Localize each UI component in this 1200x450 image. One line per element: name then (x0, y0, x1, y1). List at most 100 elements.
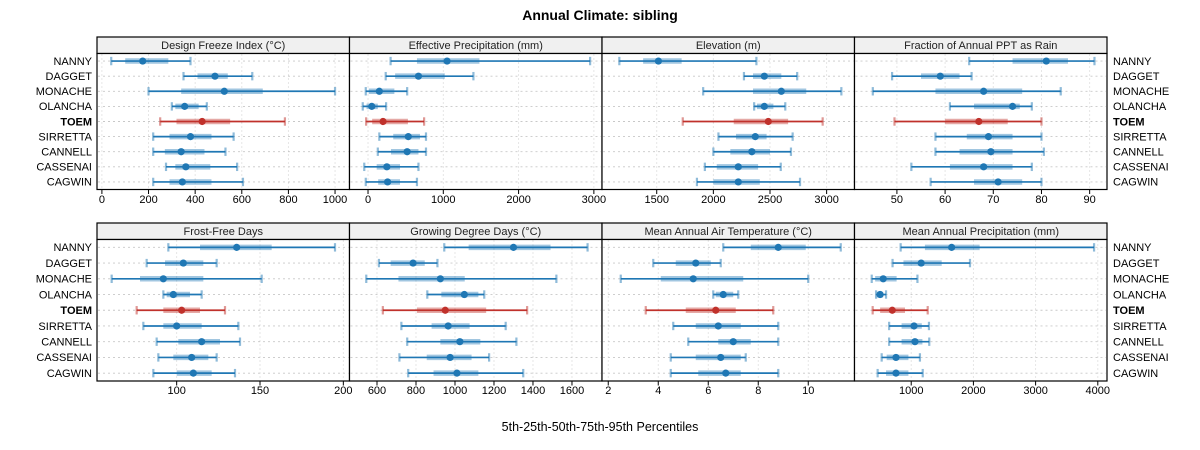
station-label: SIRRETTA (1113, 321, 1167, 333)
percentile-glyph-sirretta (934, 132, 1043, 141)
tick-label: 200 (334, 385, 352, 397)
percentile-glyph-dagget (377, 258, 439, 268)
station-label: CASSENAI (36, 162, 92, 174)
tick-label: 800 (279, 194, 297, 206)
tick-label: 1000 (443, 385, 467, 397)
tick-label: 100 (167, 385, 185, 397)
percentile-glyph-cassenai (157, 353, 218, 362)
tick-label: 50 (891, 194, 903, 206)
median-dot (446, 353, 454, 362)
station-label: NANNY (1113, 56, 1152, 68)
station-label: CANNELL (41, 336, 92, 348)
percentile-glyph-toem (381, 306, 529, 315)
median-dot (760, 72, 768, 80)
percentile-glyph-nanny (443, 243, 589, 252)
percentile-glyph-nanny (389, 56, 592, 66)
tick-label: 3000 (814, 194, 838, 206)
percentile-glyph-olancha (753, 102, 787, 111)
median-dot (159, 275, 167, 283)
tick-label: 4 (655, 385, 661, 397)
strip-label: Fraction of Annual PPT as Rain (904, 40, 1057, 52)
left-station-labels-row0: NANNY DAGGET MONACHE OLANCHA TOEM SIRRETTA CAN… (36, 56, 93, 189)
median-dot (764, 117, 772, 126)
percentile-glyph-cassenai (398, 353, 491, 362)
tick-label: 2000 (701, 194, 725, 206)
percentile-glyph-cannell (155, 337, 242, 346)
percentile-glyph-olancha (712, 290, 740, 299)
station-label: TOEM (1113, 305, 1145, 317)
median-dot (980, 87, 988, 95)
percentile-glyph-cagwin (364, 177, 419, 187)
median-dot (182, 163, 190, 171)
station-label: CAGWIN (47, 368, 92, 380)
panel-2: Elevation (m) 1500 2000 2500 3000 (601, 36, 856, 206)
median-dot (375, 87, 383, 95)
station-label: MONACHE (36, 274, 92, 286)
median-dot (910, 322, 918, 330)
median-dot (173, 322, 181, 330)
percentile-glyph-dagget (145, 258, 218, 268)
percentile-glyph-cannell (152, 147, 227, 156)
percentile-glyph-nanny (167, 243, 337, 252)
median-dot (383, 178, 392, 186)
median-dot (774, 243, 782, 251)
percentile-glyph-toem (365, 117, 426, 126)
tick-label: 1000 (431, 194, 455, 206)
median-dot (188, 353, 196, 362)
median-dot (460, 290, 468, 299)
percentile-glyph-cannell (406, 337, 518, 346)
tick-label: 2 (605, 385, 611, 397)
tick-label: 200 (139, 194, 157, 206)
panel-4: Frost-Free Days 100 150 200 (96, 222, 353, 397)
station-label: MONACHE (1113, 274, 1169, 286)
median-dot (984, 133, 993, 141)
median-dot (892, 369, 900, 377)
tick-label: 1000 (323, 194, 347, 206)
median-dot (717, 353, 725, 362)
station-label: OLANCHA (1113, 101, 1167, 113)
station-label: CAGWIN (1113, 177, 1158, 189)
median-dot (414, 72, 423, 80)
median-dot (441, 306, 449, 314)
percentile-glyph-sirretta (142, 321, 240, 331)
median-dot (403, 148, 411, 156)
percentile-glyph-cassenai (703, 162, 782, 172)
median-dot (892, 353, 900, 362)
median-dot (444, 322, 452, 330)
tick-label: 2000 (961, 385, 985, 397)
percentile-glyph-monache (110, 274, 263, 284)
median-dot (189, 369, 197, 377)
station-label: CANNELL (1113, 336, 1164, 348)
median-dot (719, 290, 727, 299)
chart-title: Annual Climate: sibling (522, 7, 678, 23)
median-dot (994, 178, 1002, 186)
strip-label: Design Freeze Index (°C) (161, 40, 285, 52)
percentile-glyph-olancha (948, 102, 1033, 111)
right-station-labels-row1: NANNY DAGGET MONACHE OLANCHA TOEM SIRRETTA CAN… (1113, 242, 1169, 380)
percentile-glyph-monache (147, 87, 337, 96)
median-dot (368, 102, 376, 110)
percentile-glyph-dagget (890, 71, 973, 81)
percentile-glyph-toem (644, 306, 775, 315)
median-dot (198, 117, 206, 126)
station-label: SIRRETTA (38, 131, 92, 143)
median-dot (734, 178, 742, 186)
median-dot (409, 259, 417, 267)
station-label: DAGGET (46, 258, 93, 270)
percentile-glyph-cagwin (929, 177, 1043, 187)
median-dot (186, 133, 195, 141)
median-dot (178, 178, 186, 186)
station-label: SIRRETTA (38, 321, 92, 333)
median-dot (211, 72, 219, 80)
panel-6: Mean Annual Air Temperature (°C) 2 4 6 8 10 (601, 222, 856, 397)
station-label: OLANCHA (1113, 289, 1167, 301)
percentile-glyph-monache (702, 87, 843, 96)
station-label: CASSENAI (1113, 162, 1169, 174)
station-label: DAGGET (1113, 258, 1160, 270)
tick-label: 10 (802, 385, 814, 397)
station-label: NANNY (53, 56, 92, 68)
median-dot (751, 133, 759, 141)
tick-label: 1600 (560, 385, 584, 397)
station-label: OLANCHA (39, 289, 93, 301)
median-dot (379, 117, 387, 126)
